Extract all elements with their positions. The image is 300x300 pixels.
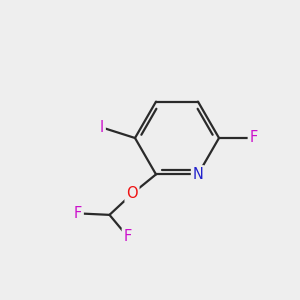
Text: F: F — [123, 229, 132, 244]
Text: N: N — [193, 167, 203, 182]
Text: I: I — [100, 120, 104, 135]
Text: F: F — [74, 206, 82, 221]
Text: O: O — [126, 186, 138, 201]
Text: F: F — [249, 130, 258, 146]
